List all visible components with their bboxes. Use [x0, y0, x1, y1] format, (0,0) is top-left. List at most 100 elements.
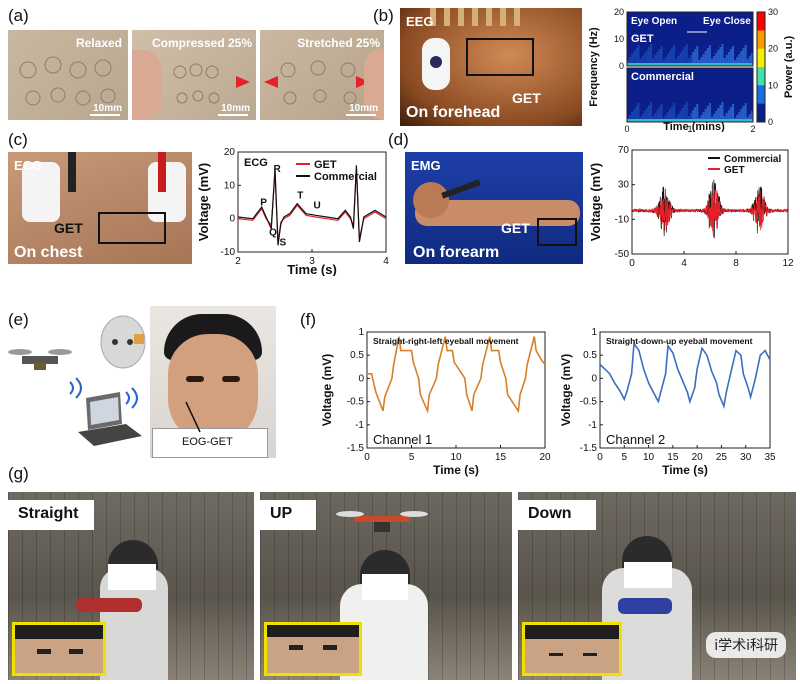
heatmap-cell — [641, 114, 644, 122]
peak-label: R — [274, 164, 282, 175]
y-axis-label: Frequency (Hz) — [588, 27, 600, 107]
heatmap-cell — [690, 113, 692, 122]
ecg-chart: 2 3 4 -10 0 10 20 Time (s) Voltage (mV) ECG GETCom… — [196, 147, 389, 276]
heatmap-cell — [742, 106, 745, 122]
heatmap-cell — [673, 103, 676, 122]
heatmap-cell — [654, 55, 657, 66]
heatmap-cell — [639, 59, 642, 66]
heatmap-cell — [732, 46, 734, 66]
heatmap-cell — [706, 48, 709, 66]
heatmap-cell — [681, 50, 684, 66]
x-tick-label: 3 — [309, 256, 315, 267]
heatmap-cell — [645, 50, 648, 66]
heatmap-cell — [637, 45, 640, 66]
y-tick-label: 20 — [224, 147, 236, 158]
heatmap-cell — [685, 44, 688, 66]
heatmap-cell — [656, 52, 659, 66]
panel-c-letter: (c) — [8, 130, 28, 149]
annotation: Eye Close — [703, 16, 751, 27]
heatmap-cell — [694, 49, 697, 66]
x-tick-label: 20 — [692, 452, 704, 463]
y-tick-label: 0.5 — [583, 350, 597, 361]
heatmap-cell — [719, 47, 722, 66]
heatmap-cell — [748, 114, 751, 122]
legend-label: Commercial — [724, 154, 781, 165]
y-tick-label: 0 — [619, 61, 624, 71]
heatmap-cell — [631, 112, 634, 122]
x-tick-label: 2 — [750, 124, 755, 132]
heatmap-cell — [681, 108, 684, 122]
colorbar-label: Power (a.u.) — [783, 35, 795, 98]
x-tick-label: 25 — [716, 452, 728, 463]
wireless-signal-icon — [69, 377, 138, 409]
compressed-label: Compressed 25% — [151, 36, 252, 50]
x-tick-label: 4 — [383, 256, 389, 267]
scale-bar — [90, 114, 120, 116]
heatmap-cell — [654, 113, 657, 122]
location-label: On chest — [14, 244, 83, 261]
x-tick-label: 0 — [364, 452, 370, 463]
colorbar-frame — [756, 11, 766, 123]
panel-g-letter: (g) — [8, 464, 29, 483]
x-tick-label: 20 — [539, 452, 551, 463]
location-label: On forearm — [413, 244, 500, 261]
watermark-badge: i学术i科研 — [706, 632, 786, 658]
robot-head-icon — [100, 315, 146, 369]
x-tick-label: 12 — [782, 258, 794, 269]
y-tick-label: -0.5 — [580, 397, 598, 408]
legend-label: Commercial — [314, 171, 377, 183]
panel-a-photo-relaxed: Relaxed 10mm — [8, 30, 128, 120]
heatmap-cell — [635, 48, 638, 66]
heatmap-cell — [677, 56, 680, 66]
heatmap-cell — [671, 106, 674, 122]
series-line — [237, 165, 387, 246]
heatmap-cell — [744, 45, 747, 66]
heatmap-cell — [717, 50, 720, 66]
heatmap-cell — [690, 55, 692, 66]
heatmap-cell — [740, 51, 743, 66]
colorbar-tick-label: 10 — [768, 80, 778, 90]
heatmap-cell — [711, 59, 713, 66]
heatmap-cell — [650, 102, 653, 122]
channel-label: Channel 2 — [606, 432, 665, 447]
ecg-tag: ECG — [14, 158, 43, 173]
heatmap-cell — [671, 48, 674, 66]
get-label: GET — [54, 220, 83, 236]
panel-g-photo-straight: Straight — [8, 492, 254, 680]
heatmap-cell — [694, 107, 697, 122]
plot-frame — [631, 149, 789, 255]
heatmap-cell — [645, 108, 648, 122]
eeg-tag: EEG — [406, 14, 434, 29]
panel-g-photo-up: UP — [260, 492, 512, 680]
heatmap-cell — [727, 52, 730, 66]
panel-a-letter: (a) — [8, 6, 29, 25]
y-axis-label: Voltage (mV) — [320, 354, 334, 426]
drone-icon — [336, 511, 428, 532]
heatmap-cell — [629, 57, 632, 66]
heatmap-cell — [713, 114, 716, 122]
up-label: UP — [270, 505, 293, 522]
panel-b-photo-forehead: EEG GET On forehead — [400, 8, 582, 126]
heatmap-cell — [746, 59, 749, 66]
x-tick-label: 15 — [667, 452, 679, 463]
heatmap-cell — [650, 44, 653, 66]
heatmap-cell — [658, 49, 661, 66]
heatmap-cell — [744, 103, 747, 122]
arrow-right-icon — [356, 76, 370, 88]
heatmap-cell — [643, 111, 646, 122]
y-tick-label: 0 — [358, 373, 364, 384]
heatmap-cell — [637, 103, 640, 122]
heatmap-cell — [725, 55, 728, 66]
heatmap-cell — [692, 52, 695, 66]
heatmap-cell — [633, 109, 636, 122]
get-label: GET — [512, 90, 541, 106]
stretched-label: Stretched 25% — [297, 36, 380, 50]
y-axis-label: Voltage (mV) — [588, 163, 603, 242]
heatmap-cell — [648, 47, 650, 66]
series-line — [631, 188, 789, 238]
y-tick-label: 1 — [358, 327, 364, 338]
heatmap-cell — [664, 115, 667, 122]
y-tick-label: 0.5 — [350, 350, 364, 361]
heatmap-lowfreq — [627, 119, 753, 122]
